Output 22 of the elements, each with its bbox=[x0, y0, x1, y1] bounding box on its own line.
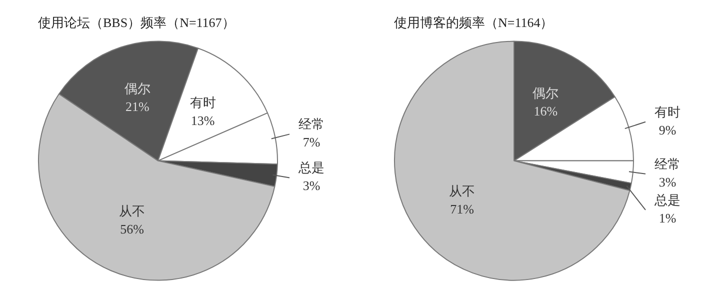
data-label: 56% bbox=[120, 222, 144, 237]
slice-label: 有时 bbox=[654, 104, 680, 120]
data-label: 3% bbox=[658, 174, 676, 190]
chart-title: 使用论坛（BBS）频率（N=1167） bbox=[38, 15, 235, 30]
slice-label: 偶尔 bbox=[532, 86, 559, 101]
data-label: 21% bbox=[126, 98, 150, 114]
slice-label: 从不 bbox=[449, 184, 476, 199]
slice-label: 经常 bbox=[654, 156, 680, 172]
slice-label: 从不 bbox=[119, 204, 146, 219]
data-label: 7% bbox=[302, 134, 320, 150]
slice-label: 有时 bbox=[190, 95, 216, 110]
data-label: 71% bbox=[450, 202, 474, 217]
chart-title: 使用博客的频率（N=1164） bbox=[394, 15, 554, 30]
slice-label: 偶尔 bbox=[124, 80, 150, 96]
data-label: 3% bbox=[302, 178, 320, 194]
data-label: 9% bbox=[658, 122, 676, 138]
slice-label: 总是 bbox=[298, 160, 324, 176]
slice-label: 总是 bbox=[654, 192, 680, 208]
data-label: 16% bbox=[534, 104, 558, 119]
slice-label: 经常 bbox=[298, 116, 324, 132]
data-label: 1% bbox=[658, 210, 676, 226]
data-label: 13% bbox=[190, 113, 215, 128]
